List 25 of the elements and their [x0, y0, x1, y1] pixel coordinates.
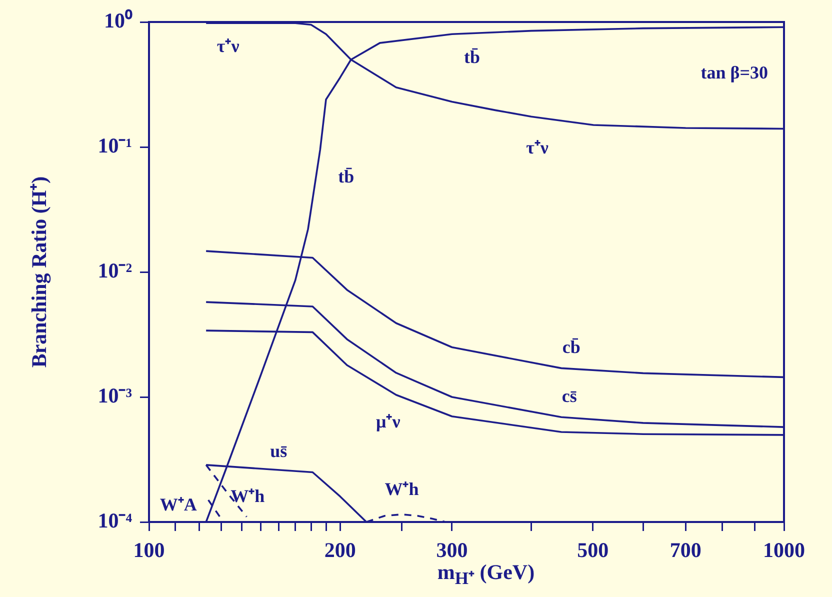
y-axis-title: Branching Ratio (H⁺) — [26, 176, 52, 368]
x-axis-title: m$_{H⁺}$ (GeV) — [437, 560, 535, 588]
x-tick-label: 700 — [670, 538, 702, 562]
series-label: μ⁺ν — [376, 412, 400, 432]
series-label: tb̄ — [464, 46, 480, 67]
series-label: cs̄ — [562, 386, 577, 406]
x-tick-label: 1000 — [763, 538, 805, 562]
series-label: W⁺h — [230, 486, 265, 506]
y-tick-label: 10⁰ — [104, 8, 133, 32]
text: τ⁺ν — [526, 137, 548, 158]
y-tick-label: 10⁻² — [98, 258, 132, 282]
y-tick-label: 10⁻¹ — [98, 133, 132, 158]
series-label: cb̄ — [562, 336, 580, 357]
annotation: tan β=30 — [700, 62, 768, 83]
x-tick-label: 300 — [436, 538, 468, 562]
series-label: τ⁺ν — [216, 36, 240, 56]
y-tick-label: 10⁻⁴ — [98, 508, 133, 532]
x-tick-label: 100 — [133, 538, 165, 562]
x-tick-label: 200 — [324, 538, 356, 562]
series-label: W⁺h — [384, 479, 419, 500]
text: tb̄ — [338, 166, 354, 186]
series-label: us̄ — [270, 440, 288, 461]
x-tick-label: 500 — [577, 538, 609, 562]
y-tick-label: 10⁻³ — [98, 383, 132, 408]
series-label: W⁺A — [160, 494, 197, 515]
